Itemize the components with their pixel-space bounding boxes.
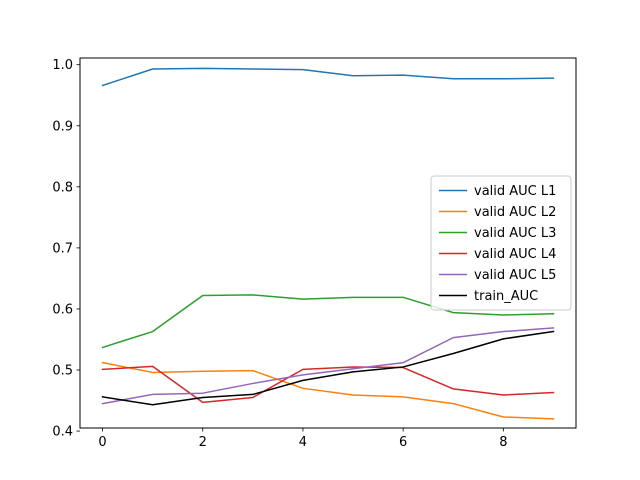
series-line-0: [101, 67, 555, 87]
y-tick-label: 0.8: [52, 180, 73, 195]
legend-label: valid AUC L3: [474, 226, 556, 241]
legend-box: [430, 175, 572, 311]
series-line-4: [101, 327, 555, 405]
y-tick-label: 0.7: [52, 241, 73, 256]
y-tick-label: 0.5: [52, 363, 73, 378]
legend-label: valid AUC L2: [474, 205, 556, 220]
legend-label: valid AUC L4: [474, 247, 556, 262]
x-tick-label: 0: [98, 435, 106, 450]
x-tick-label: 6: [399, 435, 407, 450]
y-tick-label: 0.9: [52, 119, 73, 134]
legend: valid AUC L1 valid AUC L2 valid AUC L3 vali…: [430, 175, 572, 311]
y-tick-label: 1.0: [52, 58, 73, 73]
legend-label: train_AUC: [474, 289, 538, 304]
x-tick-label: 8: [499, 435, 507, 450]
x-tick-label: 2: [199, 435, 207, 450]
y-tick-label: 0.4: [52, 425, 73, 440]
series-line-5: [101, 330, 555, 406]
series-line-1: [101, 361, 555, 420]
x-axis: 0 2 4 6 8: [98, 428, 507, 450]
y-axis: 0.4 0.5 0.6 0.7 0.8 0.9 1.0: [52, 58, 80, 440]
x-tick-label: 4: [299, 435, 307, 450]
y-tick-label: 0.6: [52, 302, 73, 317]
legend-label: valid AUC L1: [474, 184, 556, 199]
plot-lines: [101, 67, 555, 420]
series-line-2: [101, 294, 555, 349]
series-line-3: [101, 365, 555, 404]
legend-label: valid AUC L5: [474, 268, 556, 283]
axes-frame: [79, 57, 577, 429]
